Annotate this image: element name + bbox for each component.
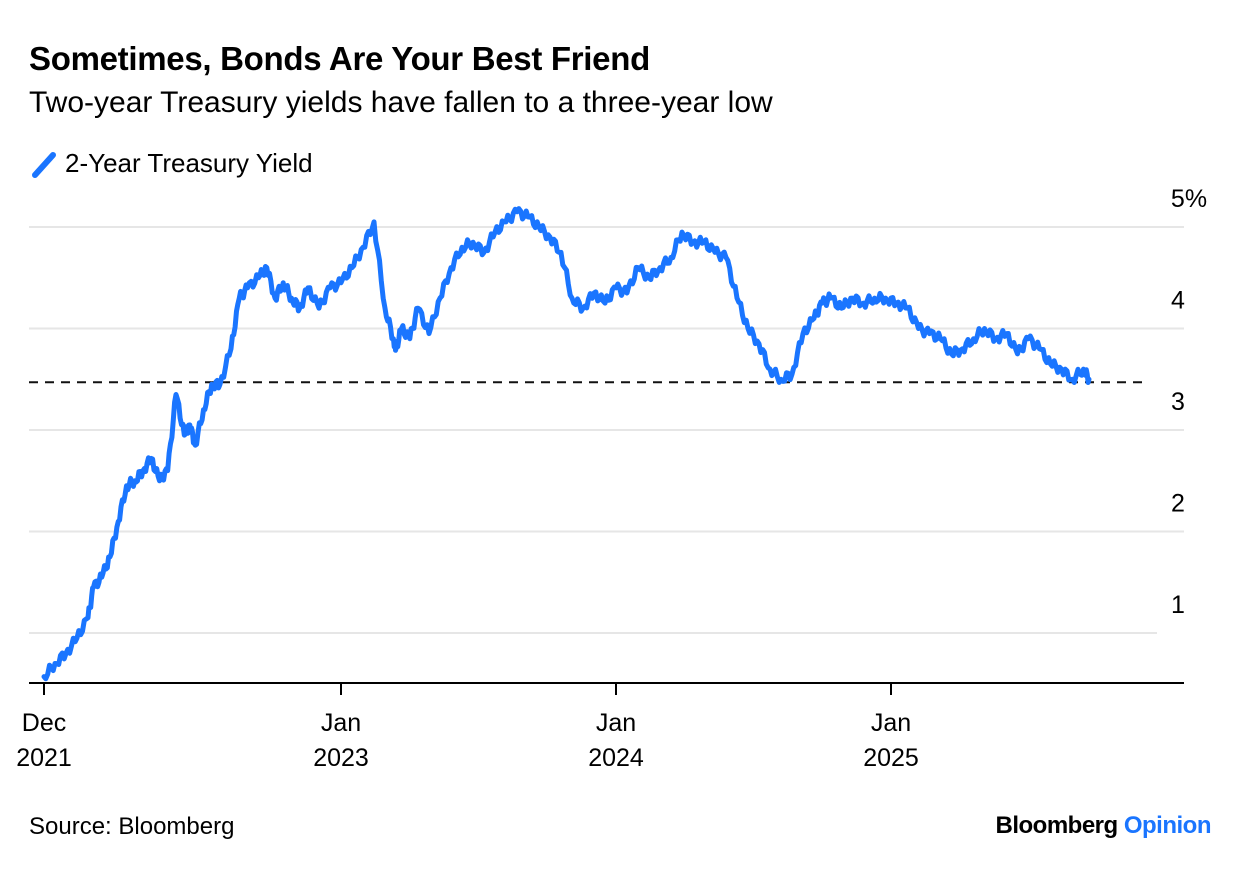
x-tick-label-line2: 2021 xyxy=(16,744,72,772)
legend-label: 2-Year Treasury Yield xyxy=(65,148,313,178)
legend: 2-Year Treasury Yield xyxy=(29,148,313,179)
chart-subtitle: Two-year Treasury yields have fallen to … xyxy=(29,86,773,119)
x-tick-label-line1: Jan xyxy=(871,709,911,737)
x-tick-label-line2: 2025 xyxy=(863,744,919,772)
legend-line-icon xyxy=(32,151,56,178)
x-tick-label-line2: 2023 xyxy=(313,744,369,772)
y-tick-label: 5% xyxy=(1171,185,1207,213)
gridlines xyxy=(29,226,1184,634)
chart-title: Sometimes, Bonds Are Your Best Friend xyxy=(29,40,650,77)
y-axis-labels: 1 2 3 4 5% xyxy=(1171,185,1207,619)
y-tick-label: 1 xyxy=(1171,591,1185,619)
source-note: Source: Bloomberg xyxy=(29,813,235,840)
x-tick-label-line2: 2024 xyxy=(588,744,644,772)
brand-logo: Bloomberg Opinion xyxy=(996,812,1212,840)
x-tick-label-line1: Dec xyxy=(22,709,66,737)
x-tick-label-line1: Jan xyxy=(321,709,361,737)
x-axis-ticks: Dec 2021 Jan 2023 Jan 2024 Jan 2025 xyxy=(16,683,919,772)
y-tick-label: 3 xyxy=(1171,388,1185,416)
series-line-2-year-treasury-yield xyxy=(41,206,1092,682)
x-tick-label-line1: Jan xyxy=(596,709,636,737)
y-tick-label: 4 xyxy=(1171,287,1185,315)
y-tick-label: 2 xyxy=(1171,490,1185,518)
brand-name: Bloomberg xyxy=(995,812,1119,839)
brand-suffix: Opinion xyxy=(1123,812,1212,839)
